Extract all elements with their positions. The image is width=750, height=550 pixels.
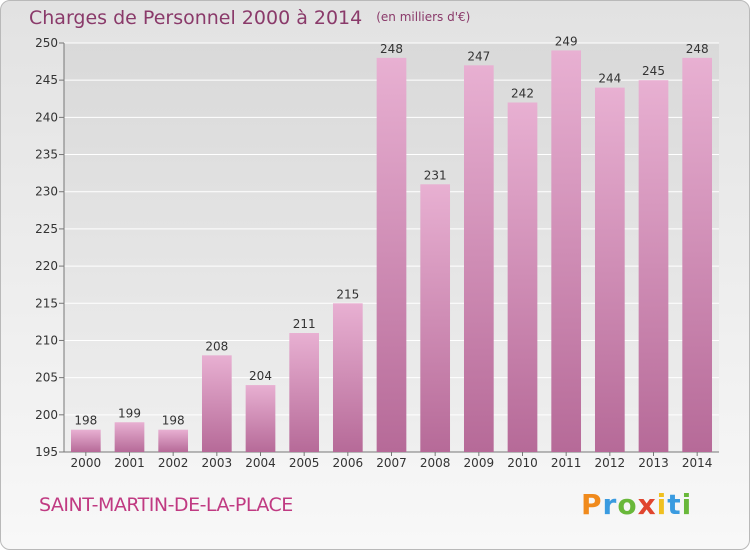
data-label-2004: 204 bbox=[249, 369, 272, 383]
data-label-2005: 211 bbox=[293, 317, 316, 331]
bar-2004 bbox=[245, 385, 276, 452]
bar-2014 bbox=[682, 57, 713, 452]
y-tick-label: 205 bbox=[35, 371, 58, 385]
x-tick-label-2007: 2007 bbox=[376, 456, 407, 470]
bar-2003 bbox=[201, 355, 232, 452]
y-tick-label: 200 bbox=[35, 408, 58, 422]
bar-2007 bbox=[376, 57, 407, 452]
y-tick-label: 195 bbox=[35, 445, 58, 459]
y-tick-label: 250 bbox=[35, 36, 58, 50]
x-tick-label-2011: 2011 bbox=[551, 456, 582, 470]
data-label-2011: 249 bbox=[555, 34, 578, 48]
bar-2009 bbox=[463, 65, 494, 453]
bar-2002 bbox=[158, 429, 189, 452]
x-tick-label-2009: 2009 bbox=[464, 456, 495, 470]
y-tick-label: 220 bbox=[35, 259, 58, 273]
bar-2011 bbox=[551, 50, 582, 452]
bar-2010 bbox=[507, 102, 538, 452]
x-tick-label-2002: 2002 bbox=[158, 456, 189, 470]
x-tick-label-2006: 2006 bbox=[333, 456, 364, 470]
x-tick-label-2004: 2004 bbox=[245, 456, 276, 470]
x-tick-label-2000: 2000 bbox=[71, 456, 102, 470]
data-label-2002: 198 bbox=[162, 414, 185, 428]
y-tick-label: 230 bbox=[35, 185, 58, 199]
y-tick-label: 215 bbox=[35, 296, 58, 310]
data-label-2003: 208 bbox=[205, 339, 228, 353]
data-label-2009: 247 bbox=[467, 49, 490, 63]
x-tick-label-2001: 2001 bbox=[114, 456, 145, 470]
bar-2000 bbox=[70, 429, 101, 452]
data-label-2013: 245 bbox=[642, 64, 665, 78]
x-tick-label-2003: 2003 bbox=[202, 456, 233, 470]
x-tick-label-2013: 2013 bbox=[638, 456, 669, 470]
chart-title: Charges de Personnel 2000 à 2014 (en mill… bbox=[29, 7, 471, 29]
y-tick-label: 240 bbox=[35, 110, 58, 124]
bar-2005 bbox=[289, 333, 320, 452]
x-tick-label-2005: 2005 bbox=[289, 456, 320, 470]
chart-subtitle: (en milliers d'€) bbox=[376, 10, 471, 24]
proxiti-logo: Proxiti bbox=[581, 488, 693, 521]
bar-2012 bbox=[594, 87, 625, 453]
x-tick-label-2014: 2014 bbox=[682, 456, 713, 470]
place-name: SAINT-MARTIN-DE-LA-PLACE bbox=[39, 494, 293, 516]
bar-2013 bbox=[638, 80, 669, 452]
y-tick-label: 245 bbox=[35, 73, 58, 87]
data-label-2010: 242 bbox=[511, 86, 534, 100]
bar-2001 bbox=[114, 422, 145, 452]
y-tick-label: 235 bbox=[35, 148, 58, 162]
bar-2008 bbox=[420, 184, 451, 453]
data-label-2000: 198 bbox=[74, 414, 97, 428]
data-label-2007: 248 bbox=[380, 42, 403, 56]
y-tick-label: 210 bbox=[35, 333, 58, 347]
x-tick-label-2010: 2010 bbox=[507, 456, 538, 470]
bar-2006 bbox=[332, 303, 363, 452]
x-tick-label-2012: 2012 bbox=[595, 456, 626, 470]
data-label-2014: 248 bbox=[686, 42, 709, 56]
data-label-2001: 199 bbox=[118, 406, 141, 420]
y-tick-label: 225 bbox=[35, 222, 58, 236]
x-tick-label-2008: 2008 bbox=[420, 456, 451, 470]
data-label-2006: 215 bbox=[336, 287, 359, 301]
data-label-2012: 244 bbox=[598, 72, 621, 86]
data-label-2008: 231 bbox=[424, 168, 447, 182]
